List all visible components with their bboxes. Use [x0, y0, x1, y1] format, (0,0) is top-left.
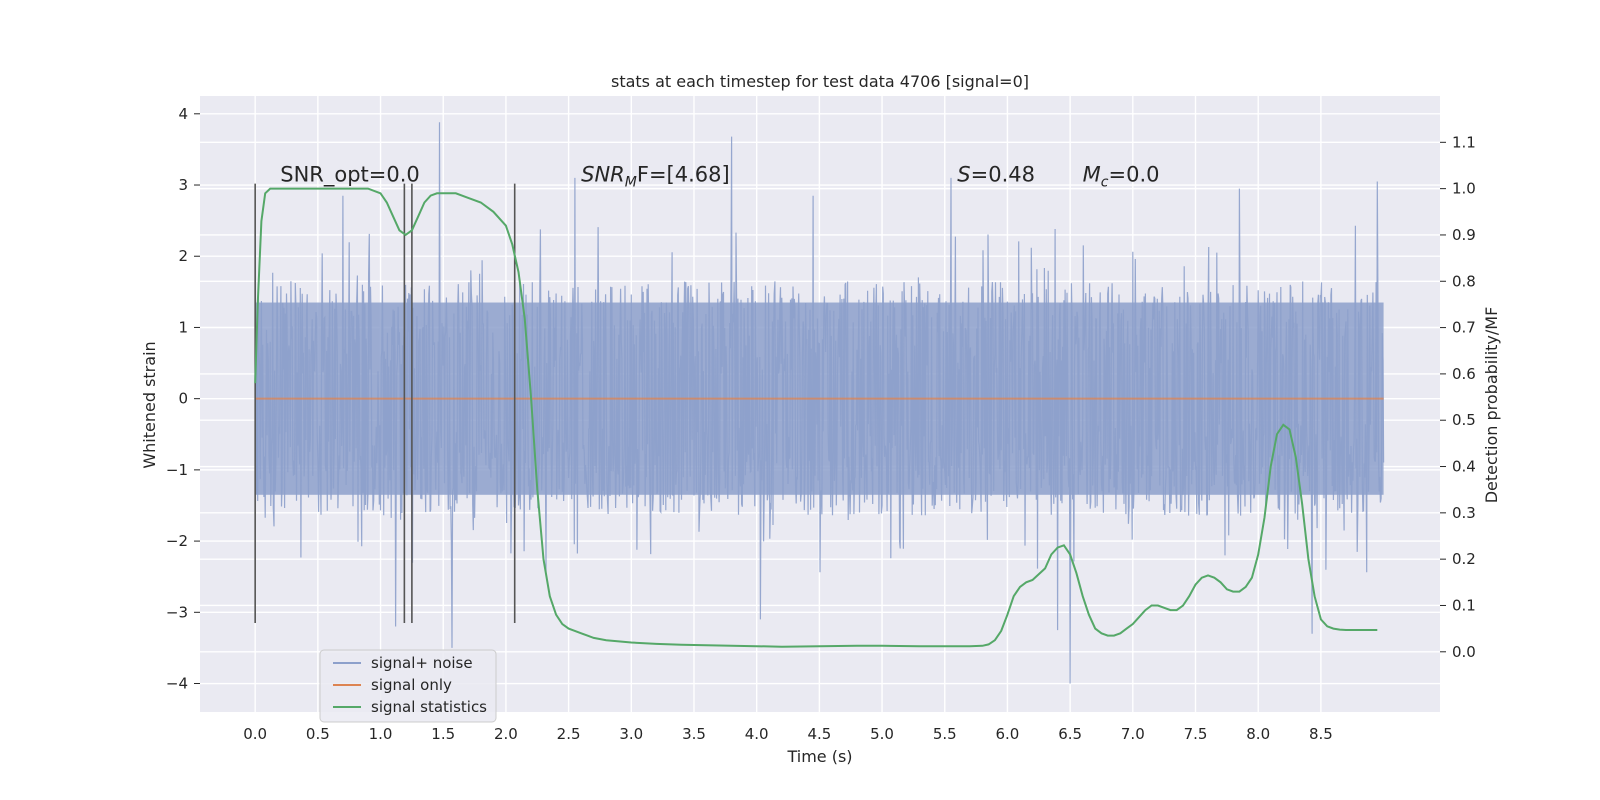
annotation-1: SNRMF=[4.68] [581, 162, 730, 190]
noise-line [254, 122, 1385, 684]
x-tick-label: 6.0 [996, 725, 1020, 743]
y-axis-title: Whitened strain [140, 341, 159, 468]
y-tick-label: −2 [166, 532, 188, 550]
annotation-main: S [957, 162, 970, 186]
x-tick-label: 5.0 [870, 725, 894, 743]
annotation-value: =0.48 [971, 162, 1035, 186]
y2-tick-label: 0.4 [1452, 458, 1476, 476]
legend-label-noise: signal+ noise [371, 654, 473, 672]
x-tick-label: 7.5 [1184, 725, 1208, 743]
x-tick-label: 5.5 [933, 725, 957, 743]
annotation-3: Mc=0.0 [1083, 162, 1160, 190]
x-tick-label: 2.5 [557, 725, 581, 743]
legend-label-signal: signal only [371, 676, 452, 694]
y2-tick-label: 1.1 [1452, 133, 1476, 151]
x-tick-label: 4.5 [807, 725, 831, 743]
annotation-main: SNR [581, 162, 625, 186]
x-tick-label: 2.0 [494, 725, 518, 743]
y2-tick-label: 1.0 [1452, 180, 1476, 198]
annotation-subscript: c [1101, 174, 1109, 190]
x-tick-label: 8.0 [1246, 725, 1270, 743]
x-axis-ticks: 0.0 0.5 1.0 1.5 2.0 2.5 3.0 3.5 4.0 4.5 5.0 5.5 6.0 6… [243, 725, 1333, 743]
annotation-2: S=0.48 [957, 162, 1035, 186]
y2-tick-label: 0.2 [1452, 550, 1476, 568]
x-tick-label: 1.5 [431, 725, 455, 743]
annotation-value: F=[4.68] [637, 162, 730, 186]
annotation-main: M [1083, 162, 1101, 186]
y-tick-label: −3 [166, 603, 188, 621]
x-tick-label: 3.5 [682, 725, 706, 743]
x-tick-label: 6.5 [1058, 725, 1082, 743]
y2-tick-label: 0.5 [1452, 411, 1476, 429]
y2-tick-label: 0.0 [1452, 643, 1476, 661]
y-tick-label: −4 [166, 675, 188, 693]
legend-box [319, 649, 497, 723]
y2-tick-label: 0.3 [1452, 504, 1476, 522]
legend: signal+ noise signal only signal statist… [319, 649, 497, 723]
vertical-markers [254, 183, 516, 623]
y-tick-label: −1 [166, 461, 188, 479]
y2-tick-label: 0.6 [1452, 365, 1476, 383]
y-tick-label: 4 [178, 105, 188, 123]
x-axis-title: Time (s) [786, 747, 852, 766]
y-tick-label: 2 [178, 247, 188, 265]
annotation-value: =0.0 [1108, 162, 1159, 186]
x-tick-label: 8.5 [1309, 725, 1333, 743]
legend-label-statistics: signal statistics [371, 698, 487, 716]
chart-title: stats at each timestep for test data 470… [611, 72, 1029, 91]
y2-tick-label: 0.9 [1452, 226, 1476, 244]
y2-tick-label: 0.7 [1452, 319, 1476, 337]
x-tick-label: 0.0 [243, 725, 267, 743]
statistics-line [254, 187, 1378, 648]
y2-tick-label: 0.8 [1452, 272, 1476, 290]
y2-axis-ticks: 1.1 1.0 0.9 0.8 0.7 0.6 0.5 0.4 0.3 0.2 0.1 0.0 [1440, 133, 1476, 661]
statistics-series [254, 187, 1378, 648]
y-tick-label: 0 [178, 390, 188, 408]
x-tick-label: 1.0 [369, 725, 393, 743]
x-tick-label: 7.0 [1121, 725, 1145, 743]
annotation-subscript: M [625, 174, 637, 190]
x-tick-label: 4.0 [745, 725, 769, 743]
y-tick-label: 3 [178, 176, 188, 194]
y-tick-label: 1 [178, 318, 188, 336]
y2-axis-title: Detection probability/MF [1482, 307, 1501, 504]
y2-tick-label: 0.1 [1452, 596, 1476, 614]
y-axis-ticks: 4 3 2 1 0 −1 −2 −3 −4 [166, 105, 200, 693]
x-tick-label: 3.0 [619, 725, 643, 743]
annotations: SNR_opt=0.0 SNRMF=[4.68] S=0.48 Mc=0.0 [280, 162, 1159, 190]
annotation-0: SNR_opt=0.0 [280, 162, 420, 187]
x-tick-label: 0.5 [306, 725, 330, 743]
